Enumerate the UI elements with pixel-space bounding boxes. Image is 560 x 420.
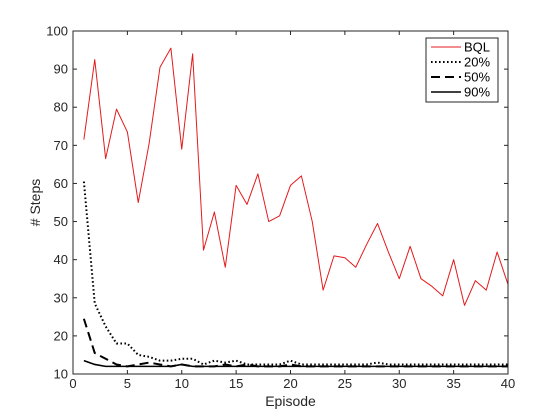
x-tick-label: 15	[229, 376, 243, 391]
y-tick-label: 100	[46, 24, 68, 39]
y-axis-label: # Steps	[27, 179, 43, 226]
series-line-3	[83, 359, 508, 368]
x-tick-label: 20	[283, 376, 297, 391]
y-tick-label: 40	[54, 252, 68, 267]
y-tick-label: 70	[54, 138, 68, 153]
x-tick-label: 10	[175, 376, 189, 391]
y-tick-label: 10	[54, 367, 68, 382]
x-tick-label: 25	[338, 376, 352, 391]
x-tick-label: 35	[446, 376, 460, 391]
y-tick-label: 60	[54, 176, 68, 191]
y-tick-label: 30	[54, 290, 68, 305]
series-layer	[82, 47, 509, 368]
legend-label-1: 20%	[464, 55, 490, 70]
legend-label-3: 90%	[464, 85, 490, 100]
ticks-layer: 0 5 10 15 20 25 30 35 40 10 20 30 40 50 60 70 80 90 100	[46, 24, 515, 392]
x-tick-label: 30	[392, 376, 406, 391]
y-tick-label: 50	[54, 214, 68, 229]
y-tick-label: 20	[54, 328, 68, 343]
x-axis-label: Episode	[265, 393, 316, 409]
legend-label-2: 50%	[464, 70, 490, 85]
x-tick-label: 40	[501, 376, 515, 391]
y-tick-label: 80	[54, 100, 68, 115]
x-tick-label: 5	[124, 376, 131, 391]
legend-label-0: BQL	[464, 40, 490, 55]
x-tick-label: 0	[69, 376, 76, 391]
series-line-0	[83, 47, 509, 306]
y-tick-label: 90	[54, 62, 68, 77]
series-line-1	[82, 181, 508, 366]
